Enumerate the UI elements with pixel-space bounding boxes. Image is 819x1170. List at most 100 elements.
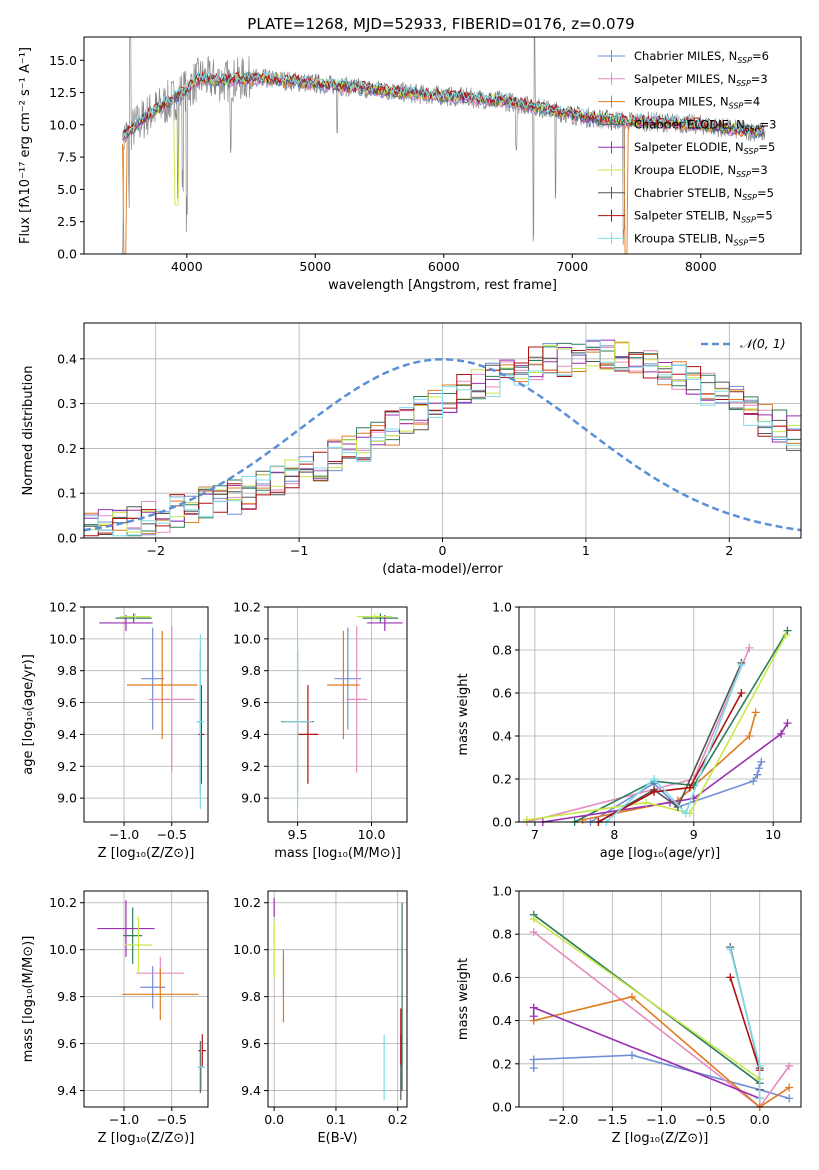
y-tick-label: 0.2 bbox=[57, 441, 77, 456]
legend-nssp: =5 bbox=[758, 140, 775, 154]
y-axis-label: age [log₁₀(age/yr)] bbox=[21, 654, 36, 775]
x-axis-label: Z [log₁₀(Z/Z⊙)] bbox=[98, 846, 195, 861]
plus-marker bbox=[749, 777, 758, 786]
x-tick-label: 10 bbox=[765, 827, 781, 842]
histogram-step bbox=[84, 341, 801, 538]
plot-frame bbox=[83, 36, 802, 255]
mass-weight-line bbox=[598, 692, 743, 823]
legend-text: Chabrier MILES, N bbox=[634, 49, 737, 63]
legend-label: Chabrier MILES, NSSP=6 bbox=[634, 49, 769, 65]
x-tick-label: 7000 bbox=[556, 259, 588, 274]
x-tick-label: 8000 bbox=[685, 259, 717, 274]
plus-marker bbox=[685, 783, 694, 792]
plus-marker bbox=[529, 1055, 538, 1064]
x-tick-label: 0.0 bbox=[264, 1112, 284, 1127]
plus-marker bbox=[737, 689, 746, 697]
y-tick-label: 0.0 bbox=[57, 247, 77, 262]
y-tick-label: 9.4 bbox=[241, 727, 261, 742]
x-tick-label: −0.5 bbox=[157, 827, 187, 842]
y-tick-label: 9.4 bbox=[57, 1083, 77, 1098]
x-tick-label: −1 bbox=[290, 543, 308, 558]
plus-marker bbox=[726, 945, 735, 954]
legend-label: Kroupa STELIB, NSSP=5 bbox=[634, 231, 765, 247]
plus-marker bbox=[650, 775, 659, 783]
x-axis-label: Z [log₁₀(Z/Z⊙)] bbox=[612, 1131, 709, 1146]
x-tick-label: 0.1 bbox=[326, 1112, 346, 1127]
y-tick-label: 9.8 bbox=[241, 663, 261, 678]
histogram-step bbox=[84, 352, 801, 538]
y-tick-label: 0.4 bbox=[492, 729, 512, 744]
y-tick-label: 0.0 bbox=[492, 1100, 512, 1115]
legend-text: Salpeter STELIB, N bbox=[634, 209, 741, 223]
y-tick-label: 10.2 bbox=[233, 895, 261, 910]
y-tick-label: 9.0 bbox=[241, 791, 261, 806]
y-tick-label: 10.2 bbox=[49, 600, 77, 615]
plus-marker bbox=[522, 815, 531, 824]
legend-subscript: SSP bbox=[744, 147, 759, 156]
normal-curve bbox=[83, 358, 802, 532]
plus-marker bbox=[785, 1094, 794, 1103]
mass-weight-line bbox=[532, 1006, 760, 1100]
plus-marker bbox=[757, 757, 766, 766]
y-tick-label: 0.2 bbox=[492, 1056, 512, 1071]
y-tick-label: 9.6 bbox=[57, 695, 77, 710]
y-tick-label: 9.8 bbox=[241, 989, 261, 1004]
legend-subscript: SSP bbox=[736, 170, 751, 179]
histogram-step bbox=[84, 339, 801, 538]
plus-marker bbox=[753, 770, 762, 779]
model-spectrum-line bbox=[122, 69, 765, 138]
legend-label: Salpeter MILES, NSSP=3 bbox=[634, 72, 768, 88]
legend-label: Kroupa ELODIE, NSSP=3 bbox=[634, 163, 768, 179]
legend-text: Kroupa ELODIE, N bbox=[634, 163, 736, 177]
y-tick-label: 9.6 bbox=[241, 695, 261, 710]
legend-subscript: SSP bbox=[737, 56, 752, 65]
y-tick-label: 10.0 bbox=[233, 631, 261, 646]
plus-marker bbox=[777, 729, 786, 738]
legend-nssp: =5 bbox=[748, 231, 765, 245]
y-tick-label: 10.0 bbox=[49, 117, 77, 132]
x-axis-label: Z [log₁₀(Z/Z⊙)] bbox=[98, 1131, 195, 1146]
x-tick-label: 1 bbox=[582, 543, 590, 558]
legend-subscript: SSP bbox=[736, 79, 751, 88]
x-tick-label: −2 bbox=[146, 543, 164, 558]
legend-subscript: SSP bbox=[742, 193, 757, 202]
plus-marker bbox=[529, 1064, 538, 1073]
plus-marker bbox=[650, 787, 659, 796]
y-axis-label: Flux [fλ10⁻¹⁷ erg cm⁻² s⁻¹ A⁻¹] bbox=[18, 47, 33, 244]
x-tick-label: 10.0 bbox=[358, 827, 386, 842]
x-axis-label: mass [log₁₀(M/M⊙)] bbox=[274, 846, 401, 861]
x-tick-label: 6000 bbox=[428, 259, 460, 274]
plot-frame bbox=[267, 606, 408, 823]
legend-label: Chabrier STELIB, NSSP=5 bbox=[634, 186, 774, 202]
legend-subscript: SSP bbox=[741, 216, 756, 225]
plot-frame bbox=[518, 606, 802, 823]
y-tick-label: 0.2 bbox=[492, 772, 512, 787]
y-tick-label: 9.2 bbox=[57, 759, 77, 774]
y-tick-label: 10.0 bbox=[49, 631, 77, 646]
y-tick-label: 10.2 bbox=[233, 600, 261, 615]
legend-label: Chabrier ELODIE, NSSP=3 bbox=[634, 117, 776, 133]
y-tick-label: 0.8 bbox=[492, 643, 512, 658]
x-tick-label: 0 bbox=[439, 543, 447, 558]
y-tick-label: 9.6 bbox=[57, 1036, 77, 1051]
plus-marker bbox=[642, 798, 651, 807]
histogram-step bbox=[84, 342, 801, 538]
x-tick-label: 9.5 bbox=[288, 827, 308, 842]
x-tick-label: 5000 bbox=[299, 259, 331, 274]
histogram-step bbox=[84, 343, 801, 538]
mass-weight-line bbox=[605, 664, 743, 823]
histogram-step bbox=[84, 340, 801, 538]
plot-frame bbox=[83, 890, 209, 1108]
mass-weight-line bbox=[533, 995, 790, 1109]
plot-frame bbox=[83, 322, 802, 539]
y-tick-label: 15.0 bbox=[49, 53, 77, 68]
legend-text: Salpeter MILES, N bbox=[634, 72, 736, 86]
x-tick-label: 8 bbox=[610, 827, 618, 842]
plus-marker bbox=[681, 809, 690, 818]
y-tick-label: 10.2 bbox=[49, 895, 77, 910]
legend-nssp: =3 bbox=[751, 72, 768, 86]
mass-weight-line bbox=[574, 630, 789, 823]
x-tick-label: 7 bbox=[531, 827, 539, 842]
plus-marker bbox=[627, 992, 636, 1001]
